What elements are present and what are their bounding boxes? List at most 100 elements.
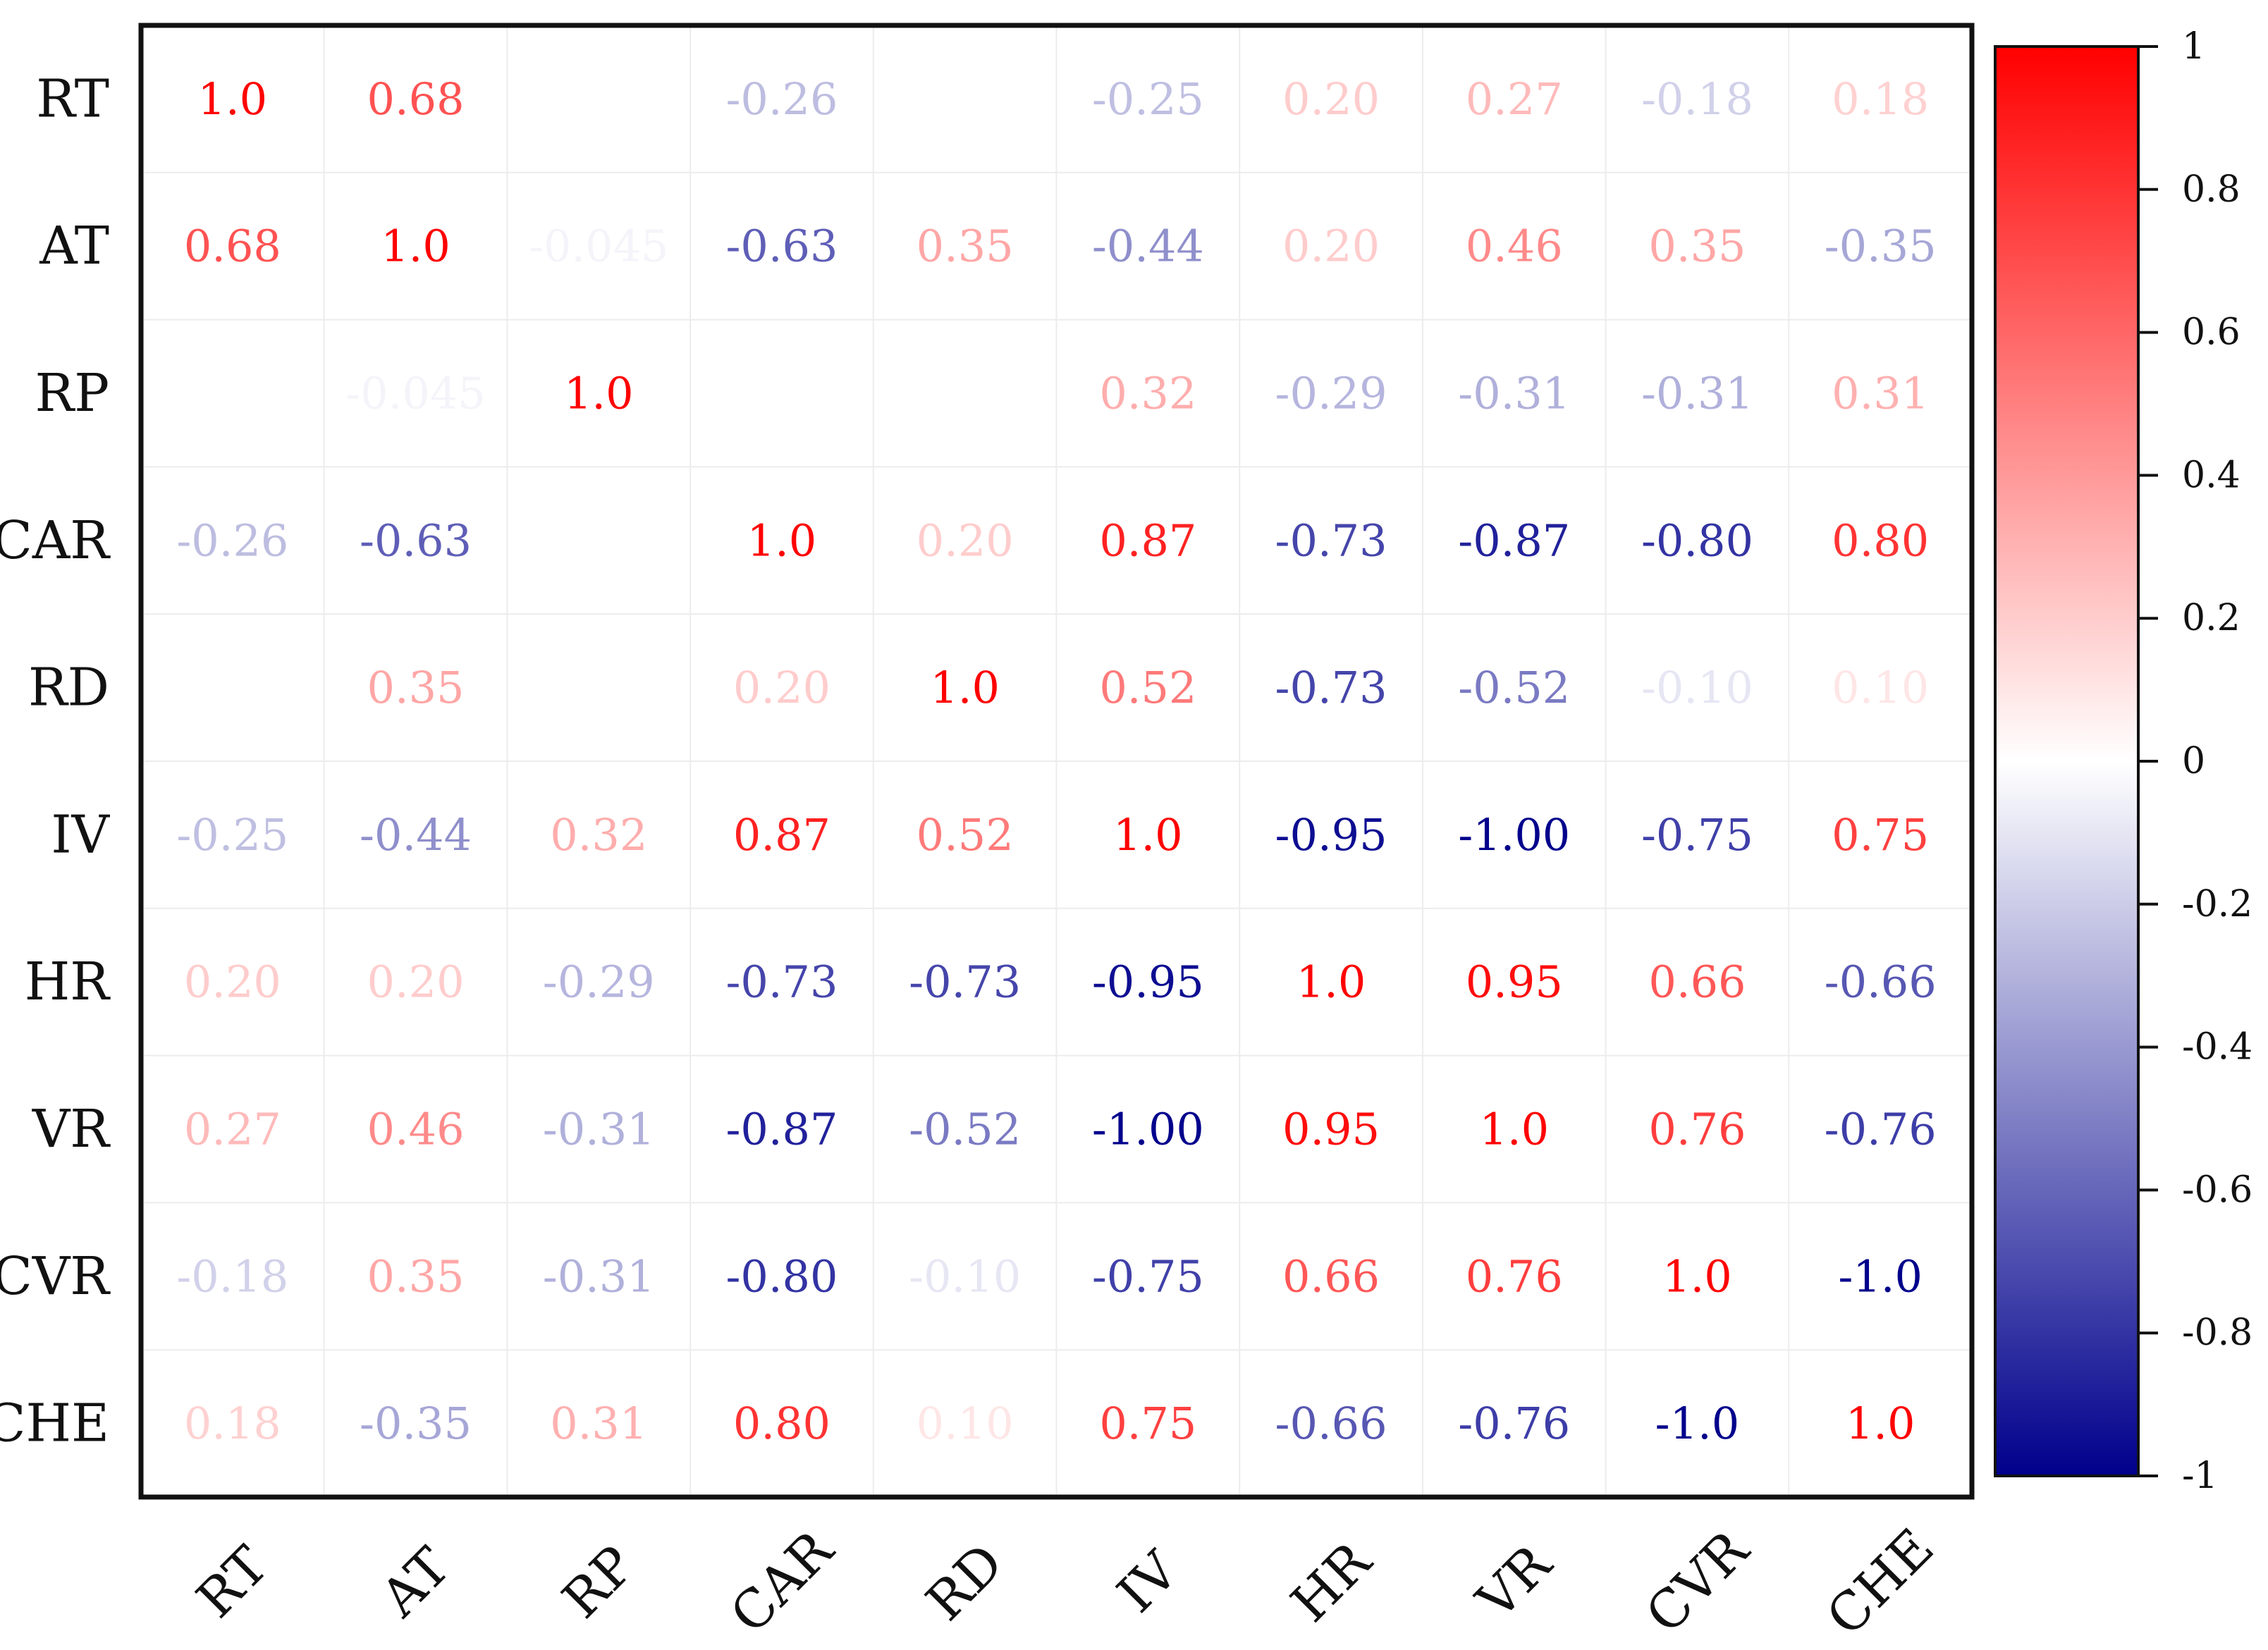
- heatmap-cell-value: -0.18: [1641, 73, 1753, 125]
- row-label: RT: [36, 68, 109, 129]
- heatmap-cell-value: -0.87: [725, 1104, 838, 1155]
- heatmap-cell-value: -0.76: [1458, 1398, 1570, 1449]
- heatmap-cell-value: 0.46: [1466, 221, 1563, 272]
- colorbar-ticks: 1 0.8 0.6 0.4 0.2 0 -0.2 -0.4 -0.6 -0.8 -1: [2138, 25, 2252, 1497]
- heatmap-cell-value: -0.75: [1092, 1250, 1204, 1302]
- colorbar-gradient: [1994, 45, 2140, 1477]
- colorbar: [1994, 45, 2140, 1477]
- heatmap-cell-value: -0.44: [360, 809, 472, 861]
- column-label: CHE: [1815, 1517, 1946, 1648]
- heatmap-cell-value: -0.045: [529, 221, 668, 272]
- colorbar-tick-label: 0.8: [2182, 168, 2241, 211]
- heatmap-cell-value: 0.35: [367, 1250, 465, 1302]
- heatmap-cell-value: 1.0: [1662, 1250, 1732, 1302]
- heatmap-cell-value: 1.0: [381, 221, 450, 272]
- colorbar-tick-label: 0.4: [2182, 454, 2241, 496]
- row-labels: RT AT RP CAR RD IV HR VR CVR CHE: [0, 68, 111, 1453]
- heatmap-cell-value: 0.68: [367, 73, 465, 125]
- heatmap-cell-value: 1.0: [564, 368, 634, 419]
- grid-lines: [141, 25, 1972, 1497]
- heatmap-cell-value: 0.87: [733, 809, 830, 861]
- heatmap-cell-value: 0.46: [367, 1104, 465, 1155]
- heatmap-cell-value: -0.31: [1458, 368, 1570, 419]
- heatmap-cell-value: 0.32: [550, 809, 647, 861]
- column-label: HR: [1280, 1529, 1383, 1633]
- heatmap-cell-value: -0.31: [543, 1250, 655, 1302]
- correlation-values: 1.0 0.68 -0.26 -0.25 0.20 0.27 -0.18 0.18 0.68 1.…: [176, 73, 1936, 1449]
- heatmap-cell-value: 0.20: [1282, 221, 1380, 272]
- column-labels: RT AT RP CAR RD IV HR VR CVR CHE: [185, 1517, 1946, 1648]
- heatmap-cell-value: 0.80: [1832, 515, 1929, 566]
- heatmap-cell-value: 0.52: [1099, 662, 1196, 713]
- heatmap-cell-value: 0.10: [917, 1398, 1014, 1449]
- column-label: CVR: [1634, 1518, 1761, 1645]
- colorbar-tick-label: 0: [2182, 740, 2205, 782]
- colorbar-tick-label: 0.2: [2182, 597, 2241, 639]
- heatmap-cell-value: 0.75: [1099, 1398, 1196, 1449]
- row-label: HR: [25, 952, 111, 1012]
- heatmap-cell-value: 0.52: [917, 809, 1014, 861]
- heatmap-cell-value: -0.66: [1825, 956, 1937, 1008]
- heatmap-cell-value: -0.63: [360, 515, 472, 566]
- plot-frame: [138, 23, 1975, 1500]
- heatmap-cell-value: 0.95: [1466, 956, 1563, 1008]
- heatmap-cell-value: -0.10: [909, 1250, 1021, 1302]
- heatmap-cell-value: -0.29: [543, 956, 655, 1008]
- colorbar-tick-label: -1: [2182, 1455, 2218, 1497]
- heatmap-cell-value: -0.44: [1092, 221, 1204, 272]
- heatmap-cell-value: 1.0: [1846, 1398, 1915, 1449]
- heatmap-cell-value: 0.10: [1832, 662, 1929, 713]
- heatmap-cell-value: 0.31: [550, 1398, 647, 1449]
- row-label: IV: [51, 804, 110, 865]
- colorbar-tick-label: -0.4: [2182, 1026, 2252, 1069]
- heatmap-cell-value: 0.18: [184, 1398, 281, 1449]
- heatmap-cell-value: 0.32: [1099, 368, 1196, 419]
- column-label: RT: [185, 1535, 280, 1630]
- heatmap-cell-value: -0.73: [1275, 662, 1387, 713]
- heatmap-cell-value: -1.0: [1655, 1398, 1740, 1449]
- column-label: RD: [915, 1532, 1015, 1632]
- heatmap-cell-value: 0.87: [1099, 515, 1196, 566]
- heatmap-cell-value: -0.35: [1825, 221, 1937, 272]
- heatmap-cell-value: -0.31: [1641, 368, 1753, 419]
- column-label: AT: [369, 1537, 462, 1629]
- heatmap-cell-value: -0.66: [1275, 1398, 1387, 1449]
- heatmap-cell-value: -0.73: [725, 956, 838, 1008]
- heatmap-cell-value: 0.76: [1648, 1104, 1746, 1155]
- heatmap-cell-value: 0.75: [1832, 809, 1929, 861]
- heatmap-cell-value: 0.18: [1832, 73, 1929, 125]
- heatmap-cell-value: 0.35: [367, 662, 465, 713]
- heatmap-cell-value: -0.25: [176, 809, 288, 861]
- heatmap-cell-value: 0.31: [1832, 368, 1929, 419]
- heatmap-cell-value: 0.66: [1648, 956, 1746, 1008]
- heatmap-cell-value: -0.10: [1641, 662, 1753, 713]
- heatmap-cell-value: 0.95: [1282, 1104, 1380, 1155]
- heatmap-cell-value: -0.31: [543, 1104, 655, 1155]
- heatmap-cell-value: 0.80: [733, 1398, 830, 1449]
- heatmap-cell-value: -1.00: [1092, 1104, 1204, 1155]
- heatmap-cell-value: 1.0: [1479, 1104, 1549, 1155]
- heatmap-cell-value: 0.35: [917, 221, 1014, 272]
- heatmap-cell-value: -0.52: [1458, 662, 1570, 713]
- heatmap-cell-value: -0.35: [360, 1398, 472, 1449]
- heatmap-cell-value: 1.0: [198, 73, 268, 125]
- row-label: RP: [35, 363, 109, 424]
- heatmap-cell-value: -0.52: [909, 1104, 1021, 1155]
- heatmap-cell-value: -0.26: [176, 515, 288, 566]
- row-label: CHE: [0, 1393, 109, 1454]
- heatmap-cell-value: 0.20: [1282, 73, 1380, 125]
- heatmap-cell-value: -1.0: [1838, 1250, 1923, 1302]
- heatmap-cell-value: -0.26: [725, 73, 838, 125]
- heatmap-cell-value: -0.29: [1275, 368, 1387, 419]
- heatmap-cell-value: 0.66: [1282, 1250, 1380, 1302]
- heatmap-cell-value: 0.20: [733, 662, 830, 713]
- column-label: IV: [1106, 1539, 1191, 1624]
- heatmap-cell-value: 1.0: [1297, 956, 1366, 1008]
- row-label: AT: [39, 216, 109, 276]
- row-label: CAR: [0, 510, 111, 571]
- heatmap-cell-value: -1.00: [1458, 809, 1570, 861]
- heatmap-cell-value: 1.0: [930, 662, 1000, 713]
- row-label: VR: [32, 1099, 111, 1159]
- colorbar-tick-label: -0.2: [2182, 883, 2252, 925]
